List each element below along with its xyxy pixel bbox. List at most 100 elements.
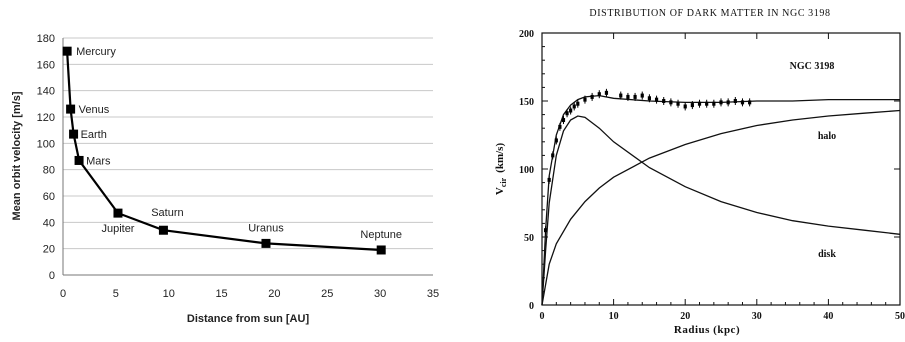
observed-point	[551, 151, 555, 160]
right-x-tick-label: 0	[540, 311, 545, 322]
left-y-tick-label: 20	[43, 244, 55, 256]
observed-point	[590, 92, 594, 101]
observed-point	[565, 109, 569, 118]
data-marker	[604, 90, 609, 95]
observed-point	[676, 99, 680, 108]
right-x-tick-label: 10	[609, 311, 619, 322]
observed-point	[683, 102, 687, 111]
left-y-tick-label: 160	[37, 59, 55, 71]
left-y-tick-label: 180	[37, 33, 55, 45]
planet-label-earth: Earth	[81, 129, 107, 141]
data-marker	[669, 100, 673, 105]
planet-label-jupiter: Jupiter	[101, 223, 134, 235]
data-marker	[748, 100, 752, 105]
planet-marker-jupiter	[113, 208, 123, 218]
data-marker	[726, 100, 730, 105]
planet-label-neptune: Neptune	[360, 229, 402, 241]
right-y-tick-labels: 0 50 100 150 200	[519, 29, 534, 312]
right-x-tick-labels: 0 10 20 30 40 50	[540, 311, 905, 322]
observed-point	[554, 136, 558, 145]
observed-data-points	[543, 88, 752, 235]
left-y-axis-label: Mean orbit velocity [m/s]	[11, 91, 23, 220]
observed-point	[740, 98, 745, 107]
right-x-tick-label: 30	[752, 311, 762, 322]
total-fit-curve	[541, 94, 900, 306]
right-y-tick-label: 50	[524, 233, 534, 244]
data-marker	[572, 104, 576, 109]
planet-labels: Mercury Venus Earth Mars Jupiter Saturn Uranus…	[76, 46, 402, 241]
planet-marker-earth	[69, 129, 79, 139]
observed-point	[647, 94, 651, 103]
left-y-tick-label: 60	[43, 191, 55, 203]
left-x-tick-label: 30	[374, 288, 386, 300]
data-marker	[705, 101, 709, 106]
planet-markers	[62, 46, 386, 255]
left-x-tick-label: 15	[215, 288, 227, 300]
right-y-label-main: V	[494, 187, 506, 195]
data-marker	[543, 228, 548, 233]
planet-label-venus: Venus	[79, 104, 110, 116]
data-marker	[662, 99, 666, 103]
data-marker	[626, 94, 630, 99]
data-marker	[733, 99, 737, 103]
planet-label-saturn: Saturn	[151, 207, 183, 219]
left-x-tick-labels: 0 5 10 15 20 25 30 35	[60, 288, 439, 300]
data-marker	[640, 93, 644, 98]
observed-point	[733, 97, 737, 105]
observed-point	[662, 97, 666, 105]
left-y-tick-label: 0	[49, 270, 55, 282]
observed-point	[572, 102, 576, 111]
left-grid	[63, 37, 433, 250]
halo-curve	[541, 109, 901, 306]
right-y-label-unit: (km/s)	[494, 143, 506, 173]
observed-point	[547, 175, 551, 184]
observed-point	[558, 122, 562, 131]
planet-marker-saturn	[158, 225, 168, 235]
left-x-tick-label: 25	[321, 288, 333, 300]
left-y-tick-labels: 0 20 40 60 80 100 120 140 160 180	[37, 33, 55, 282]
data-marker	[551, 153, 555, 158]
planet-marker-venus	[66, 104, 76, 114]
data-marker	[583, 97, 587, 102]
right-x-tick-label: 40	[823, 311, 833, 322]
data-marker	[576, 101, 580, 106]
left-x-tick-label: 5	[113, 288, 119, 300]
planet-label-mars: Mars	[86, 155, 111, 167]
planet-label-mercury: Mercury	[76, 46, 116, 58]
observed-point	[669, 98, 673, 107]
observed-point	[640, 91, 644, 100]
observed-point	[654, 95, 659, 104]
observed-point	[604, 88, 609, 97]
left-y-tick-label: 40	[43, 217, 55, 229]
observed-point	[633, 92, 637, 101]
right-y-tick-label: 100	[519, 165, 534, 176]
right-y-tick-label: 200	[519, 29, 534, 40]
observed-point	[726, 98, 730, 107]
left-x-tick-label: 35	[427, 288, 439, 300]
observed-point	[690, 101, 694, 110]
observed-point	[583, 95, 587, 104]
data-marker	[565, 111, 569, 116]
left-y-tick-label: 80	[43, 165, 55, 177]
data-marker	[590, 94, 594, 99]
right-x-axis-label: Radius (kpc)	[674, 324, 740, 336]
data-marker	[547, 177, 551, 182]
right-y-tick-label: 0	[529, 301, 534, 312]
data-marker	[561, 118, 566, 123]
data-marker	[712, 101, 716, 106]
orbit-velocity-line	[66, 51, 382, 252]
planet-marker-uranus	[261, 238, 271, 248]
observed-point	[597, 90, 601, 99]
observed-point	[748, 98, 752, 107]
disk-curve-label: disk	[818, 249, 836, 260]
right-chart-title: DISTRIBUTION OF DARK MATTER IN NGC 3198	[589, 8, 830, 19]
right-x-tick-label: 20	[680, 311, 690, 322]
left-y-tick-label: 100	[37, 138, 55, 150]
observed-point	[619, 91, 623, 100]
left-x-tick-label: 20	[268, 288, 280, 300]
observed-point	[712, 99, 716, 108]
right-y-tick-label: 150	[519, 97, 534, 108]
observed-point	[705, 99, 709, 108]
disk-curve	[541, 115, 901, 306]
